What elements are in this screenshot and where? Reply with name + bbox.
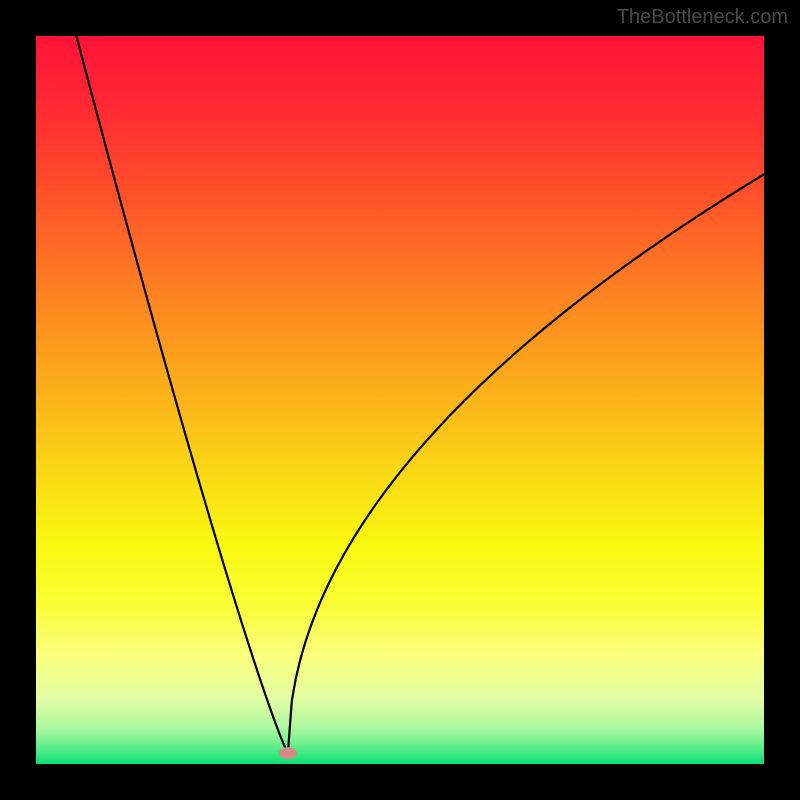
optimal-point-marker [279, 747, 297, 759]
bottleneck-curve [36, 36, 764, 764]
watermark-text: TheBottleneck.com [617, 6, 788, 29]
plot-area [36, 36, 764, 764]
